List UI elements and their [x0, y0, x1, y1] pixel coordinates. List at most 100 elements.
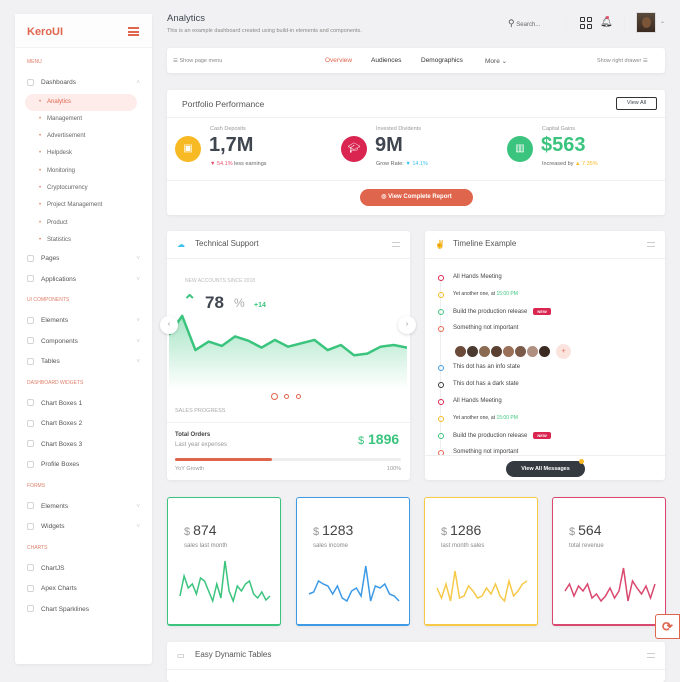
- show-right-drawer-button[interactable]: Show right drawer ☰: [597, 58, 648, 64]
- metric-delta: +14: [254, 302, 266, 309]
- area-chart: [169, 314, 407, 389]
- view-all-messages-button[interactable]: View All Messages: [506, 461, 585, 477]
- search-button[interactable]: ⚲ Search...: [508, 18, 540, 29]
- menu-icon[interactable]: [647, 653, 655, 658]
- menu-icon[interactable]: [647, 242, 655, 247]
- sidebar-subitem[interactable]: Product: [15, 215, 152, 233]
- timeline-text: Build the production release NEW: [453, 432, 551, 439]
- carousel-next-button[interactable]: ›: [398, 316, 416, 334]
- card-title: Easy Dynamic Tables: [195, 650, 272, 659]
- sidebar-subitem[interactable]: Statistics: [15, 232, 152, 250]
- sidebar-item[interactable]: Chart Boxes 1: [15, 394, 152, 415]
- sidebar-item[interactable]: Elements ˅: [15, 311, 152, 332]
- timeline-text: Yet another one, at 15:00 PM: [453, 415, 518, 421]
- chevron-down-icon: ˅: [136, 503, 140, 510]
- tab-more[interactable]: More ⌄: [485, 58, 508, 65]
- user-avatar[interactable]: [636, 12, 656, 33]
- sidebar-item-label: Chart Boxes 3: [41, 440, 83, 448]
- chevron-down-icon[interactable]: ⌄: [660, 19, 666, 25]
- timeline-dot: [438, 450, 444, 455]
- sidebar-item[interactable]: Components ˅: [15, 332, 152, 353]
- tab-demographics[interactable]: Demographics: [421, 57, 463, 64]
- chevron-down-icon: ˅: [136, 359, 140, 366]
- kpi-icon: 🎓︎: [341, 136, 367, 162]
- sidebar-item[interactable]: Dashboards ˄: [15, 73, 152, 94]
- progress-fill: [175, 458, 273, 461]
- sparkline: [564, 567, 656, 603]
- sidebar-item[interactable]: Elements ˅: [15, 497, 152, 518]
- arrow-up-icon: ⌃: [183, 293, 197, 310]
- sidebar-item[interactable]: Applications ˅: [15, 270, 152, 291]
- stat-label: sales income: [313, 543, 349, 549]
- menu-item-icon: [27, 564, 34, 572]
- hamburger-menu-icon[interactable]: [128, 27, 139, 36]
- menu-item-icon: [27, 419, 34, 427]
- stat-number: 874: [193, 522, 217, 538]
- sidebar-subitem[interactable]: Cryptocurrency: [15, 180, 152, 198]
- sidebar-section-label: UI Components: [27, 297, 70, 304]
- timeline-text: All Hands Meeting: [453, 274, 502, 280]
- chevron-down-icon: ⌄: [501, 58, 508, 65]
- timeline-list[interactable]: All Hands Meeting Yet another one, at 15:…: [425, 231, 665, 455]
- card-title: Portfolio Performance: [182, 99, 265, 109]
- currency-symbol: $: [441, 526, 448, 538]
- sidebar-item[interactable]: Chart Boxes 2: [15, 414, 152, 435]
- sidebar-subitem[interactable]: Helpdesk: [15, 145, 152, 163]
- sidebar-item-label: ChartJS: [41, 564, 65, 572]
- notification-bell-icon[interactable]: 🔔︎: [600, 17, 613, 28]
- timeline-text: This dot has an info state: [453, 364, 520, 370]
- sidebar-item[interactable]: Chart Boxes 3: [15, 435, 152, 456]
- sidebar-item[interactable]: ChartJS: [15, 559, 152, 580]
- sidebar-item-label: Dashboards: [41, 79, 77, 86]
- kpi-label: Invested Dividents: [376, 126, 421, 132]
- avatar[interactable]: [538, 345, 551, 358]
- view-complete-report-button[interactable]: ◎ View Complete Report: [360, 189, 473, 206]
- view-all-button[interactable]: View All: [616, 97, 657, 110]
- progress-bar: [175, 458, 401, 461]
- carousel-dot[interactable]: [284, 394, 289, 399]
- kpi-arrow-icon: ▼: [210, 161, 217, 167]
- sidebar-item[interactable]: Widgets ˅: [15, 517, 152, 538]
- stat-card: $1283 sales income: [296, 497, 410, 626]
- easy-dynamic-tables-card: ▭ Easy Dynamic Tables: [167, 642, 665, 682]
- sidebar-menu: Menu Dashboards ˄ AnalyticsManagementAdvert…: [15, 52, 152, 620]
- area-line: [169, 314, 407, 357]
- area-fill: [169, 315, 407, 389]
- show-page-menu-button[interactable]: ☰ Show page menu: [173, 58, 223, 64]
- sidebar-item[interactable]: Chart Sparklines: [15, 600, 152, 621]
- stat-number: 564: [578, 522, 602, 538]
- stat-card: $1286 last month sales: [424, 497, 538, 626]
- menu-item-icon: [27, 316, 34, 324]
- menu-item-icon: [27, 440, 34, 448]
- kpi-value: $563: [541, 134, 586, 156]
- page-title: Analytics: [167, 13, 206, 24]
- carousel-prev-button[interactable]: ‹: [160, 316, 178, 334]
- sidebar-subitem[interactable]: Monitoring: [15, 163, 152, 181]
- sidebar-item[interactable]: Pages ˅: [15, 249, 152, 270]
- sidebar-item[interactable]: Tables ˅: [15, 352, 152, 373]
- tab-overview[interactable]: Overview: [325, 57, 353, 64]
- sidebar-subitem[interactable]: Advertisement: [15, 128, 152, 146]
- menu-icon[interactable]: [392, 242, 400, 247]
- kpi-arrow-icon: ▼: [405, 161, 413, 167]
- carousel-dot[interactable]: [296, 394, 301, 399]
- tab-audiences[interactable]: Audiences: [371, 57, 402, 64]
- timeline-label: Build the production release: [453, 309, 528, 315]
- timeline-dot: [438, 309, 444, 315]
- sidebar-subitem[interactable]: Analytics: [25, 93, 137, 111]
- sidebar-item[interactable]: Apex Charts: [15, 579, 152, 600]
- grid-apps-icon[interactable]: [580, 17, 592, 29]
- sidebar-subitem[interactable]: Project Management: [15, 197, 152, 215]
- kpi-value: 9M: [375, 134, 403, 156]
- sidebar-item[interactable]: Profile Boxes: [15, 455, 152, 476]
- timeline-label: Something not important: [453, 325, 519, 331]
- sidebar-section-label: Menu: [27, 59, 42, 65]
- menu-item-icon: [27, 275, 34, 283]
- timeline-dot: [438, 365, 444, 371]
- carousel-dot[interactable]: [271, 393, 278, 400]
- timeline-label: Yet another one, at: [453, 415, 497, 421]
- sparkline-chart: [436, 570, 528, 603]
- refresh-icon[interactable]: ⟳: [655, 614, 680, 639]
- add-avatar-icon[interactable]: +: [556, 344, 571, 359]
- sidebar-subitem[interactable]: Management: [15, 111, 152, 129]
